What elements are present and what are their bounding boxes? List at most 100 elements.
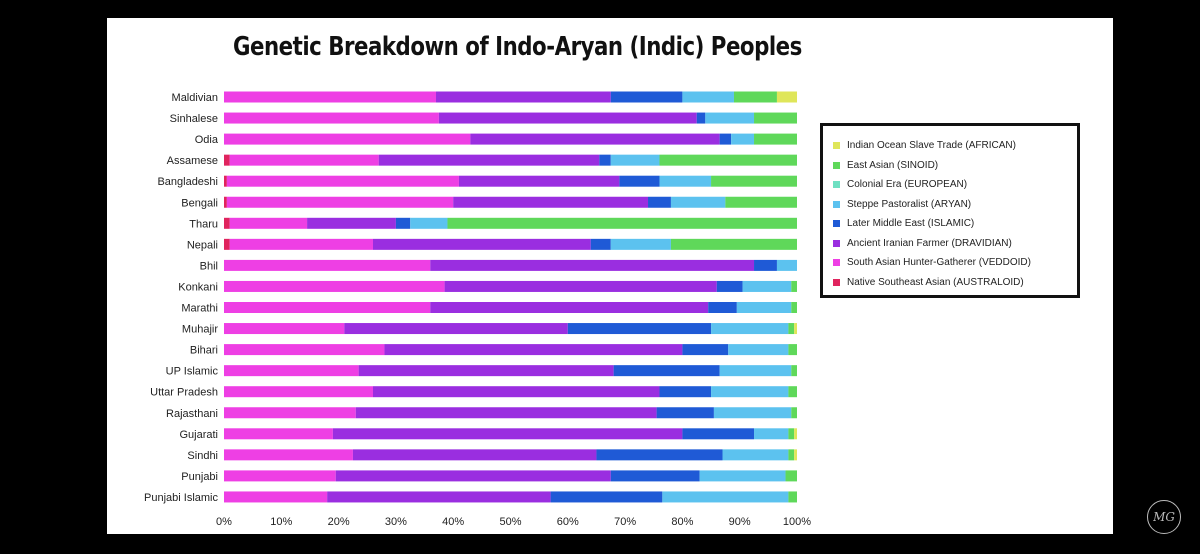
legend-item: Indian Ocean Slave Trade (AFRICAN) — [833, 136, 1077, 156]
bar-segment — [378, 154, 600, 166]
bar-segment — [791, 280, 797, 292]
x-tick-label: 90% — [729, 516, 751, 528]
bar-segment — [696, 112, 706, 124]
x-tick-label: 20% — [328, 516, 350, 528]
category-label: Sindhi — [187, 450, 218, 462]
category-label: Tharu — [189, 218, 218, 230]
bar-segment — [610, 154, 660, 166]
x-tick-label: 50% — [499, 516, 521, 528]
x-tick-label: 40% — [442, 516, 464, 528]
category-label: Konkani — [178, 281, 218, 293]
bar-segment — [728, 344, 789, 356]
bar-segment — [224, 91, 437, 103]
bar-segment — [610, 470, 700, 482]
chart-legend: Indian Ocean Slave Trade (AFRICAN) East A… — [820, 123, 1080, 298]
bar-segment — [453, 196, 649, 208]
bar-segment — [307, 217, 396, 229]
bar-segment — [550, 491, 663, 503]
bar-segment — [224, 133, 471, 145]
x-tick-label: 0% — [216, 516, 232, 528]
bar-segment — [670, 196, 726, 208]
legend-swatch — [833, 161, 840, 169]
bar-segment — [733, 91, 777, 103]
bar-segment — [224, 238, 230, 250]
bar-segment — [226, 196, 454, 208]
bar-segment — [470, 133, 720, 145]
legend-label: East Asian (SINOID) — [847, 159, 939, 171]
legend-item: South Asian Hunter-Gatherer (VEDDOID) — [833, 253, 1077, 273]
bar-segment — [444, 280, 717, 292]
category-label: Bangladeshi — [157, 176, 218, 188]
bar-segment — [224, 323, 345, 335]
category-label: Odia — [195, 134, 219, 146]
legend-item: Native Southeast Asian (AUSTRALOID) — [833, 273, 1077, 293]
slide-canvas: Genetic Breakdown of Indo-Aryan (Indic) … — [107, 18, 1113, 534]
category-label: Marathi — [181, 303, 218, 315]
bar-segment — [788, 386, 797, 398]
bar-segment — [754, 259, 777, 271]
bar-segment — [355, 407, 657, 419]
bar-segment — [682, 91, 734, 103]
bar-segment — [224, 217, 230, 229]
bar-segment — [224, 154, 230, 166]
bar-segment — [711, 323, 789, 335]
bar-segment — [648, 196, 671, 208]
legend-swatch — [833, 239, 840, 247]
bar-segment — [596, 449, 723, 461]
bar-segment — [358, 365, 614, 377]
x-tick-label: 10% — [270, 516, 292, 528]
legend-swatch — [833, 220, 840, 228]
bar-segment — [447, 217, 797, 229]
bar-segment — [224, 407, 356, 419]
bar-segment — [776, 91, 797, 103]
bar-segment — [372, 386, 660, 398]
bar-segment — [229, 154, 379, 166]
legend-item: East Asian (SINOID) — [833, 156, 1077, 176]
legend-label: Native Southeast Asian (AUSTRALOID) — [847, 276, 1024, 288]
bar-segment — [742, 280, 792, 292]
category-label: Punjabi — [181, 471, 218, 483]
bar-segment — [788, 449, 795, 461]
bar-segment — [335, 470, 611, 482]
category-label: Assamese — [167, 155, 218, 167]
bar-segment — [711, 386, 789, 398]
bar-segment — [719, 365, 792, 377]
bar-segment — [332, 428, 683, 440]
bar-segment — [788, 491, 797, 503]
category-label: Nepali — [187, 239, 218, 251]
bar-segment — [224, 470, 336, 482]
bar-segment — [754, 133, 797, 145]
bar-segment — [716, 280, 743, 292]
stacked-bar-chart: Maldivian Sinhalese Odia Assamese Bangladesh… — [144, 91, 811, 528]
bar-segment — [438, 112, 697, 124]
legend-item: Later Middle East (ISLAMIC) — [833, 214, 1077, 234]
bar-segment — [224, 302, 431, 313]
bar-segment — [436, 91, 611, 103]
bar-segment — [711, 175, 797, 187]
bar-segment — [590, 238, 611, 250]
bar-segment — [224, 365, 359, 377]
bar-segment — [352, 449, 597, 461]
legend-swatch — [833, 181, 840, 189]
bar-segment — [659, 154, 797, 166]
category-label: Maldivian — [172, 92, 218, 104]
legend-swatch — [833, 278, 840, 286]
bar-segment — [224, 259, 431, 271]
bar-segment — [662, 491, 789, 503]
bar-segment — [224, 386, 373, 398]
x-tick-label: 30% — [385, 516, 407, 528]
bar-segment — [788, 323, 795, 335]
legend-label: Indian Ocean Slave Trade (AFRICAN) — [847, 140, 1016, 152]
bar-segment — [395, 217, 411, 229]
bar-segment — [656, 407, 714, 419]
bar-segment — [794, 323, 797, 335]
bar-segment — [229, 238, 373, 250]
bar-segment — [776, 259, 797, 271]
bar-segment — [384, 344, 683, 356]
legend-item: Steppe Pastoralist (ARYAN) — [833, 195, 1077, 215]
bar-segment — [785, 470, 797, 482]
bar-segment — [794, 449, 797, 461]
bar-segment — [708, 302, 737, 313]
legend-label: Steppe Pastoralist (ARYAN) — [847, 198, 972, 210]
category-label: Uttar Pradesh — [150, 387, 218, 399]
